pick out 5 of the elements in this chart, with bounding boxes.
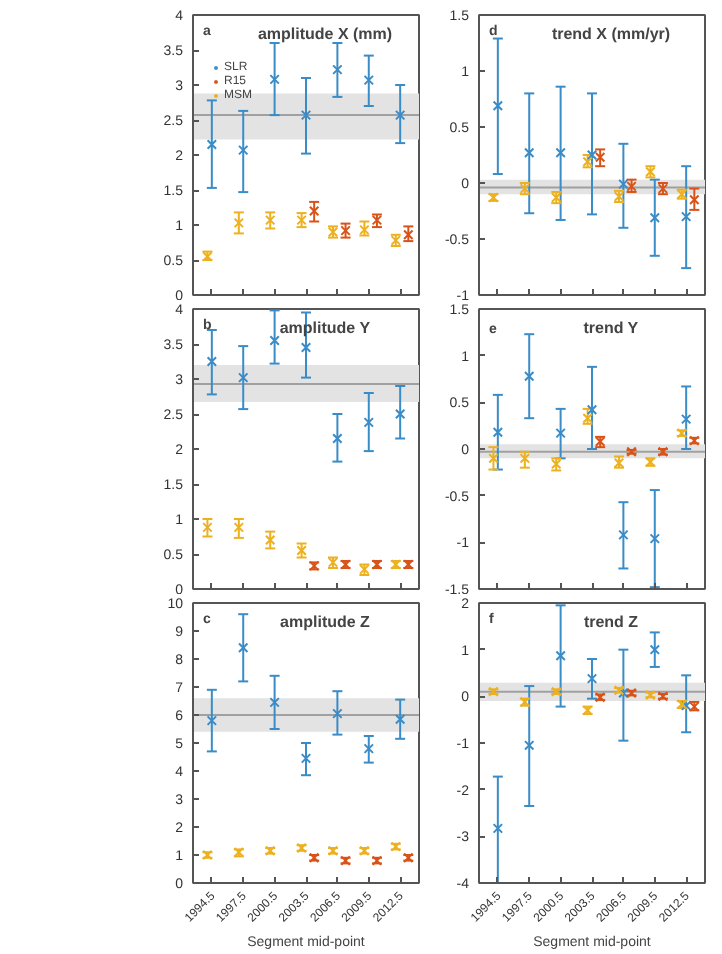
text: trend Z <box>583 613 639 631</box>
text: trend X (mm/yr) <box>551 25 671 43</box>
text: trend Y <box>583 319 640 337</box>
text: amplitude X (mm) <box>257 25 393 43</box>
text: amplitude Z <box>280 613 371 631</box>
